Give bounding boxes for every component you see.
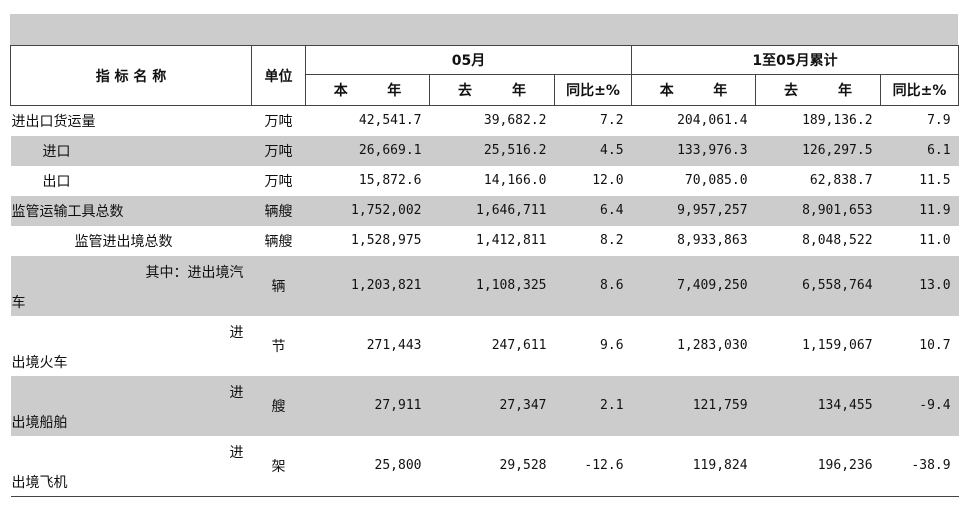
cum-yoy-header: 同比±% [880, 74, 960, 106]
month-previous: 14,166.0 [483, 173, 547, 188]
cum-current: 119,824 [631, 435, 756, 497]
cum-yoy: 11.5 [919, 173, 951, 188]
month-previous: 1,412,811 [476, 233, 547, 248]
cum-yoy: 10.7 [919, 338, 951, 353]
month-yoy: 6.4 [554, 195, 632, 226]
unit-header: 单位 [251, 45, 306, 106]
month-current: 25,800 [305, 435, 430, 497]
month-current: 15,872.6 [358, 173, 422, 188]
table-row: 监管运输工具总数 辆艘 1,752,002 1,646,711 6.4 9,95… [10, 195, 959, 226]
table-row: 进口 万吨 26,669.1 25,516.2 4.5 133,976.3 12… [10, 135, 959, 166]
month-this-year-header: 本年 [305, 74, 430, 106]
cum-yoy: -9.4 [880, 375, 959, 436]
cum-current: 70,085.0 [684, 173, 748, 188]
cum-previous: 8,901,653 [755, 195, 881, 226]
cum-previous: 62,838.7 [809, 173, 873, 188]
cum-previous: 126,297.5 [755, 135, 881, 166]
month-previous: 39,682.2 [483, 113, 547, 129]
month-previous: 27,347 [429, 375, 555, 436]
month-yoy: 4.5 [554, 135, 632, 166]
row-name: 进出境火车 [11, 324, 244, 371]
cum-last-year-header: 去年 [755, 74, 882, 106]
table-row: 监管进出境总数 辆艘 1,528,975 1,412,811 8.2 8,933… [11, 226, 959, 256]
cum-yoy: -38.9 [880, 435, 959, 497]
month-yoy: 8.2 [600, 233, 624, 248]
cumulative-group-header: 1至05月累计 [631, 45, 960, 75]
month-previous: 25,516.2 [429, 135, 555, 166]
cum-previous: 6,558,764 [755, 255, 881, 316]
month-yoy: 2.1 [554, 375, 632, 436]
cum-previous: 134,455 [755, 375, 881, 436]
month-current: 1,528,975 [351, 233, 422, 248]
table-row: 进出口货运量 万吨 42,541.7 39,682.2 7.2 204,061.… [11, 106, 959, 136]
month-yoy: 12.0 [592, 173, 624, 188]
cum-current: 8,933,863 [677, 233, 748, 248]
cum-current: 133,976.3 [631, 135, 756, 166]
statistics-table: 指 标 名 称 单位 05月 1至05月累计 本年 去年 同比±% 本年 去年 … [10, 45, 960, 497]
month-yoy: 7.2 [600, 113, 624, 129]
row-unit: 艘 [251, 375, 306, 436]
cum-yoy: 11.0 [919, 233, 951, 248]
month-previous: 1,108,325 [429, 255, 555, 316]
table-row: 进出境船舶 艘 27,911 27,347 2.1 121,759 134,45… [10, 375, 959, 436]
table-row: 进出境火车 节 271,443 247,611 9.6 1,283,030 1,… [11, 316, 959, 376]
month-yoy: 9.6 [600, 338, 624, 353]
cum-yoy: 7.9 [927, 113, 951, 129]
cum-previous: 196,236 [755, 435, 881, 497]
row-name: 进出境飞机 [10, 435, 252, 497]
month-current: 1,752,002 [305, 195, 430, 226]
month-yoy-header: 同比±% [553, 74, 633, 106]
row-name: 出口 [42, 173, 71, 190]
cum-current: 121,759 [631, 375, 756, 436]
indicator-name-header: 指 标 名 称 [10, 45, 252, 106]
cum-this-year-header: 本年 [631, 74, 757, 106]
table-row: 其中：进出境汽车 辆 1,203,821 1,108,325 8.6 7,409… [10, 255, 959, 316]
row-unit: 辆 [251, 255, 306, 316]
cum-yoy: 13.0 [880, 255, 959, 316]
row-unit: 节 [271, 338, 286, 355]
row-unit: 万吨 [264, 113, 293, 130]
cum-previous: 1,159,067 [802, 338, 873, 353]
row-name: 其中：进出境汽车 [10, 255, 252, 316]
month-previous: 29,528 [429, 435, 555, 497]
title-band [10, 14, 958, 45]
row-unit: 万吨 [264, 173, 293, 190]
month-group-header: 05月 [304, 45, 633, 75]
cum-current: 7,409,250 [631, 255, 756, 316]
month-current: 27,911 [305, 375, 430, 436]
cum-yoy: 11.9 [880, 195, 959, 226]
month-yoy: 8.6 [554, 255, 632, 316]
cum-yoy: 6.1 [880, 135, 959, 166]
month-current: 26,669.1 [305, 135, 430, 166]
row-name: 进出境船舶 [10, 375, 252, 436]
month-previous: 1,646,711 [429, 195, 555, 226]
cum-previous: 189,136.2 [802, 113, 873, 129]
row-name: 进出口货运量 [11, 113, 96, 130]
table-row: 出口 万吨 15,872.6 14,166.0 12.0 70,085.0 62… [11, 166, 959, 196]
cum-current: 204,061.4 [677, 113, 748, 129]
row-unit: 架 [251, 435, 306, 497]
row-unit: 辆艘 [251, 195, 306, 226]
row-name: 监管运输工具总数 [10, 195, 252, 226]
cum-current: 1,283,030 [677, 338, 748, 353]
month-current: 1,203,821 [305, 255, 430, 316]
row-name: 进口 [10, 135, 252, 166]
month-previous: 247,611 [491, 338, 547, 353]
month-current: 42,541.7 [358, 113, 422, 129]
table-row: 进出境飞机 架 25,800 29,528 -12.6 119,824 196,… [10, 435, 959, 497]
row-unit: 万吨 [251, 135, 306, 166]
month-yoy: -12.6 [554, 435, 632, 497]
cum-previous: 8,048,522 [802, 233, 873, 248]
row-name: 监管进出境总数 [74, 233, 173, 250]
cum-current: 9,957,257 [631, 195, 756, 226]
month-last-year-header: 去年 [429, 74, 555, 106]
row-unit: 辆艘 [264, 233, 293, 250]
month-current: 271,443 [366, 338, 422, 353]
